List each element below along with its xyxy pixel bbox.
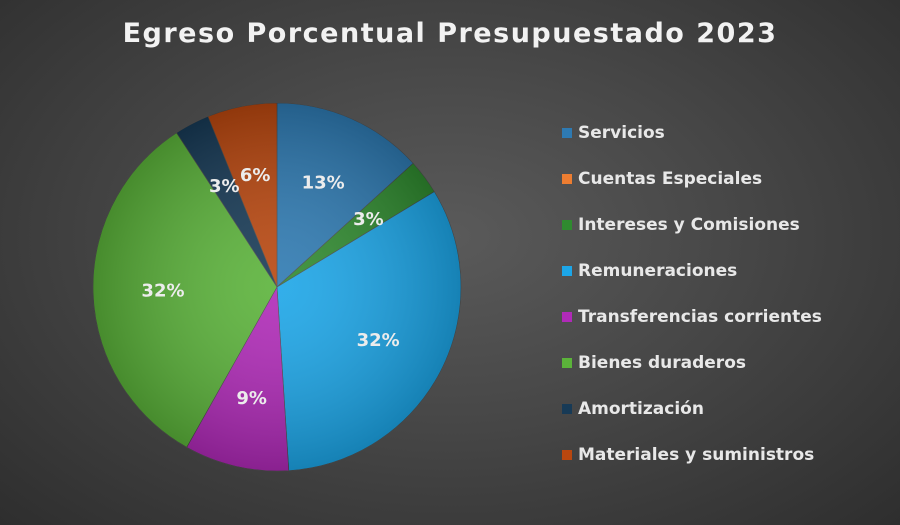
legend-item-4: Transferencias corrientes <box>562 294 822 340</box>
legend-swatch <box>562 358 572 368</box>
legend-swatch <box>562 220 572 230</box>
pie-data-label-5: 32% <box>141 281 184 302</box>
legend-swatch <box>562 312 572 322</box>
pie-data-label-6: 3% <box>209 176 240 197</box>
legend-label: Cuentas Especiales <box>578 169 763 189</box>
legend-label: Servicios <box>578 123 665 143</box>
legend-label: Materiales y suministros <box>578 445 815 465</box>
legend-swatch <box>562 174 572 184</box>
legend-label: Amortización <box>578 399 704 419</box>
legend-swatch <box>562 450 572 460</box>
pie-data-label-0: 13% <box>302 173 345 194</box>
legend-label: Remuneraciones <box>578 261 738 281</box>
legend-item-5: Bienes duraderos <box>562 340 822 386</box>
legend-swatch <box>562 266 572 276</box>
legend-label: Transferencias corrientes <box>578 307 822 327</box>
legend-item-7: Materiales y suministros <box>562 432 822 478</box>
legend-label: Bienes duraderos <box>578 353 746 373</box>
chart-title: Egreso Porcentual Presupuestado 2023 <box>122 18 778 49</box>
legend-swatch <box>562 404 572 414</box>
legend-item-2: Intereses y Comisiones <box>562 202 822 248</box>
legend-item-6: Amortización <box>562 386 822 432</box>
pie-data-label-2: 3% <box>353 209 384 230</box>
pie-data-label-3: 32% <box>357 330 400 351</box>
legend-item-3: Remuneraciones <box>562 248 822 294</box>
legend: Servicios Cuentas Especiales Intereses y C… <box>562 110 822 478</box>
pie-data-label-4: 9% <box>236 388 267 409</box>
legend-swatch <box>562 128 572 138</box>
pie-data-label-7: 6% <box>240 165 271 186</box>
legend-item-1: Cuentas Especiales <box>562 156 822 202</box>
legend-label: Intereses y Comisiones <box>578 215 800 235</box>
legend-item-0: Servicios <box>562 110 822 156</box>
